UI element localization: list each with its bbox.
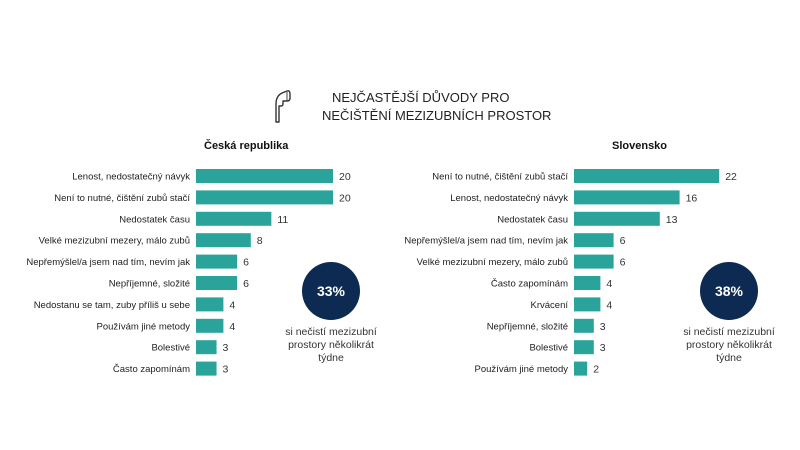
slovak-value-label: 22 (725, 171, 737, 183)
czech-chart-title: Česká republika (204, 140, 289, 152)
slovak-chart-title: Slovensko (612, 140, 668, 152)
slovak-category-label: Velké mezizubní mezery, málo zubů (417, 257, 568, 268)
czech-category-label: Nepříjemné, složité (109, 279, 190, 290)
czech-bar (196, 297, 224, 312)
slovak-category-label: Nepřemýšlel/a jsem nad tím, nevím jak (404, 236, 568, 247)
slovak-value-label: 6 (620, 257, 626, 269)
czech-stat-text-line-3: týdne (318, 352, 344, 364)
czech-value-label: 20 (339, 192, 351, 204)
czech-stat-text-line-1: si nečistí mezizubní (285, 326, 377, 338)
czech-value-label: 4 (229, 321, 235, 333)
slovak-value-label: 6 (620, 235, 626, 247)
slovak-category-label: Často zapomínám (491, 279, 568, 290)
chart-title-block: NEJČASTĚJŠÍ DŮVODY PRO NEČIŠTĚNÍ MEZIZUB… (270, 88, 570, 128)
czech-category-label: Nedostanu se tam, zuby příliš u sebe (34, 300, 190, 311)
czech-bar (196, 211, 272, 226)
czech-bar (196, 169, 333, 183)
slovak-stat-text-line-2: prostory několikrát (686, 339, 772, 351)
slovak-value-label: 3 (600, 342, 606, 354)
slovak-category-label: Lenost, nedostatečný návyk (450, 193, 568, 204)
czech-stat-text: si nečistí mezizubní prostory několikrát… (266, 326, 396, 365)
slovak-value-label: 16 (686, 192, 698, 204)
czech-value-label: 3 (223, 364, 229, 376)
slovak-bar-chart: Není to nutné, čištění zubů stačí 22 Lenos… (404, 169, 737, 376)
chart-title-line-1: NEJČASTĚJŠÍ DŮVODY PRO (332, 90, 510, 105)
slovak-value-label: 13 (666, 214, 678, 226)
czech-category-label: Nepřemýšlel/a jsem nad tím, nevím jak (26, 257, 190, 268)
czech-stat-text-line-2: prostory několikrát (288, 339, 374, 351)
slovak-bar (574, 233, 614, 248)
slovak-category-label: Nedostatek času (497, 214, 568, 225)
czech-category-label: Není to nutné, čištění zubů stačí (54, 193, 190, 204)
czech-bar (196, 254, 238, 269)
czech-value-label: 11 (277, 214, 288, 226)
czech-bar (196, 361, 217, 376)
slovak-category-label: Nepříjemné, složité (487, 321, 568, 332)
slovak-bar (574, 190, 680, 205)
slovak-stat-text-line-1: si nečistí mezizubní (683, 326, 775, 338)
czech-category-label: Často zapomínám (113, 364, 190, 375)
slovak-bar (574, 211, 660, 226)
czech-bar (196, 233, 251, 248)
slovak-category-label: Používám jiné metody (475, 364, 569, 375)
czech-bar (196, 276, 238, 290)
czech-category-label: Lenost, nedostatečný návyk (72, 172, 190, 183)
slovak-value-label: 4 (606, 278, 612, 290)
slovak-bar (574, 361, 588, 376)
chart-title-line-2: NEČIŠTĚNÍ MEZIZUBNÍCH PROSTOR (322, 108, 552, 123)
czech-value-label: 6 (243, 257, 249, 269)
czech-bar-chart: Lenost, nedostatečný návyk 20 Není to nutn… (26, 169, 351, 376)
slovak-category-label: Bolestivé (529, 343, 568, 354)
czech-value-label: 4 (229, 299, 235, 311)
slovak-value-label: 3 (600, 321, 606, 333)
czech-stat-circle: 33% (302, 262, 360, 320)
czech-category-label: Používám jiné metody (97, 321, 191, 332)
czech-bar (196, 340, 217, 355)
slovak-stat-circle: 38% (700, 262, 758, 320)
slovak-stat-text: si nečistí mezizubní prostory několikrát… (664, 326, 794, 365)
czech-bar (196, 318, 224, 333)
czech-value-label: 20 (339, 171, 351, 183)
slovak-stat-text-line-3: týdne (716, 352, 742, 364)
slovak-category-label: Krvácení (531, 300, 569, 311)
slovak-bar (574, 297, 601, 312)
czech-category-label: Bolestivé (151, 343, 190, 354)
slovak-category-label: Není to nutné, čištění zubů stačí (432, 172, 568, 183)
slovak-bar (574, 276, 601, 290)
dental-floss-icon (275, 90, 291, 123)
slovak-value-label: 4 (606, 299, 612, 311)
czech-value-label: 3 (223, 342, 229, 354)
czech-bar (196, 190, 333, 205)
czech-value-label: 6 (243, 278, 249, 290)
slovak-bar (574, 254, 614, 269)
czech-category-label: Nedostatek času (119, 214, 190, 225)
slovak-bar (574, 169, 720, 183)
czech-category-label: Velké mezizubní mezery, málo zubů (39, 236, 190, 247)
slovak-bar (574, 318, 594, 333)
slovak-bar (574, 340, 594, 355)
czech-value-label: 8 (257, 235, 263, 247)
slovak-value-label: 2 (593, 364, 599, 376)
